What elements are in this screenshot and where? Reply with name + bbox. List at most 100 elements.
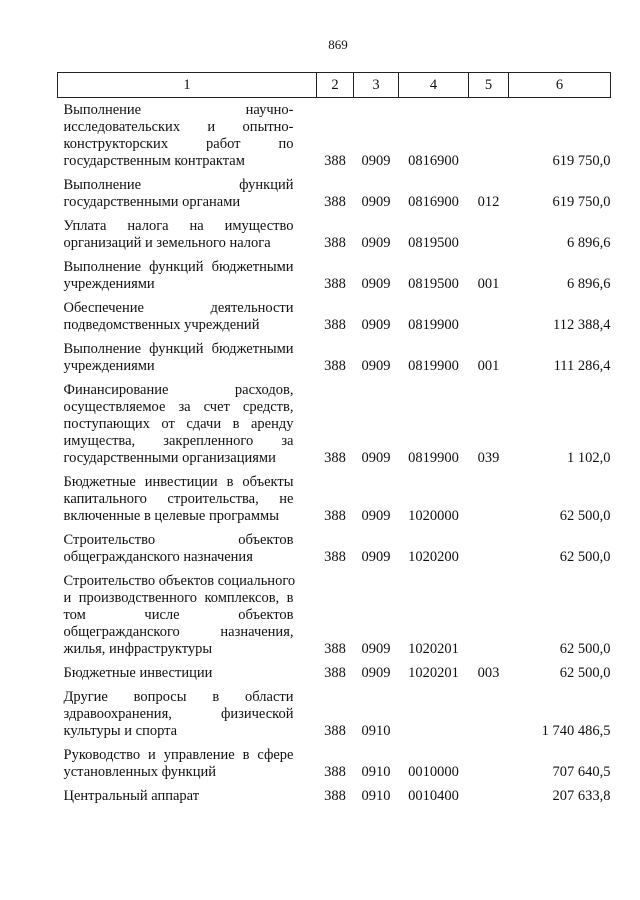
cell-c5 [469, 566, 509, 658]
cell-c2: 388 [324, 723, 346, 739]
description-line: Выполнение функций бюджетными [63, 341, 294, 357]
row-description: Выполнение функций бюджетными учреждениям… [58, 252, 317, 293]
cell-c4: 0819500 [408, 235, 459, 251]
description-line: общегражданского назначения, [63, 624, 294, 640]
description-line: капитального строительства, не [63, 491, 294, 507]
description-line: государственными органами [63, 194, 241, 210]
cell-c6: 6 896,6 [567, 276, 611, 292]
description-line: Выполнение функций [63, 177, 294, 193]
description-line: подведомственных учреждений [63, 317, 260, 333]
cell-c5 [469, 682, 509, 740]
cell-c4: 0010400 [408, 788, 459, 804]
cell-c6: 62 500,0 [559, 641, 611, 657]
cell-c2: 388 [324, 235, 346, 251]
description-line: общегражданского назначения [63, 549, 253, 565]
cell-c3: 0910 [361, 764, 391, 780]
description-line: Руководство и управление в сфере [63, 747, 294, 763]
description-line: том числе объектов [63, 607, 294, 623]
cell-c5 [469, 525, 509, 566]
cell-c6: 112 388,4 [553, 317, 611, 333]
row-description: Другие вопросы в области здравоохранения,… [58, 682, 317, 740]
row-description: Центральный аппарат [58, 781, 317, 805]
cell-c6: 207 633,8 [552, 788, 611, 804]
cell-c6: 6 896,6 [567, 235, 611, 251]
table-row: Строительство объектов общегражданского н… [58, 525, 611, 566]
page-number: 869 [328, 37, 348, 52]
cell-c4: 0819900 [408, 358, 459, 374]
table-row: Выполнение научно-исследовательских и оп… [58, 98, 611, 171]
cell-c2: 388 [324, 317, 346, 333]
row-description: Финансирование расходов, осуществляемое з… [58, 375, 317, 467]
cell-c3: 0909 [361, 358, 391, 374]
description-line: и производственного комплексов, в [63, 590, 294, 606]
cell-c6: 619 750,0 [552, 194, 611, 210]
description-line: Финансирование расходов, [63, 382, 294, 398]
description-line: Другие вопросы в области [63, 689, 294, 705]
cell-c3: 0909 [361, 549, 391, 565]
description-line: Обеспечение деятельности [63, 300, 294, 316]
table-row: Уплата налога на имущество организаций и … [58, 211, 611, 252]
cell-c4 [399, 682, 469, 740]
table-row: Выполнение функций бюджетными учреждениям… [58, 334, 611, 375]
cell-c2: 388 [324, 276, 346, 292]
row-description: Бюджетные инвестиции в объекты капитально… [58, 467, 317, 525]
table-row: Бюджетные инвестиции 388 0909 1020201 003 62 … [58, 658, 611, 682]
description-line: учреждениями [63, 358, 155, 374]
description-line: Бюджетные инвестиции [63, 665, 213, 681]
cell-c6: 111 286,4 [553, 358, 611, 374]
table-row: Другие вопросы в области здравоохранения,… [58, 682, 611, 740]
description-line: культуры и спорта [63, 723, 178, 739]
row-description: Выполнение научно-исследовательских и оп… [58, 98, 317, 171]
cell-c4: 0816900 [408, 194, 459, 210]
cell-c4: 1020200 [408, 549, 459, 565]
description-line: имущества, закрепленного за [63, 433, 294, 449]
cell-c3: 0909 [361, 641, 391, 657]
description-line: здравоохранения, физической [63, 706, 294, 722]
table-header-row: 1 2 3 4 5 6 [57, 72, 611, 98]
description-line: исследовательских и опытно- [63, 119, 294, 135]
description-line: учреждениями [63, 276, 155, 292]
cell-c5 [469, 467, 509, 525]
cell-c2: 388 [324, 764, 346, 780]
cell-c3: 0909 [361, 665, 391, 681]
column-header: 3 [353, 72, 399, 98]
description-line: Строительство объектов [63, 532, 294, 548]
row-description: Бюджетные инвестиции [58, 658, 317, 682]
table-row: Финансирование расходов, осуществляемое з… [58, 375, 611, 467]
cell-c4: 1020201 [408, 641, 459, 657]
row-description: Руководство и управление в сфере установл… [58, 740, 317, 781]
cell-c2: 388 [324, 358, 346, 374]
cell-c6: 62 500,0 [559, 508, 611, 524]
cell-c3: 0909 [361, 235, 391, 251]
cell-c3: 0909 [361, 194, 391, 210]
row-description: Выполнение функций бюджетными учреждениям… [58, 334, 317, 375]
description-line: государственным контрактам [63, 153, 245, 169]
cell-c4: 0010000 [408, 764, 459, 780]
cell-c6: 62 500,0 [559, 665, 611, 681]
cell-c2: 388 [324, 665, 346, 681]
cell-c5 [469, 98, 509, 171]
cell-c3: 0910 [361, 788, 391, 804]
cell-c4: 0819500 [408, 276, 459, 292]
cell-c4: 0819900 [408, 317, 459, 333]
cell-c2: 388 [324, 508, 346, 524]
description-line: Центральный аппарат [63, 788, 200, 804]
description-line: Уплата налога на имущество [63, 218, 294, 234]
cell-c5 [469, 781, 509, 805]
description-line: Выполнение научно- [63, 102, 294, 118]
cell-c2: 388 [324, 194, 346, 210]
column-header: 1 [57, 72, 317, 98]
description-line: осуществляемое за счет средств, [63, 399, 294, 415]
cell-c5: 001 [477, 276, 500, 292]
cell-c5 [469, 211, 509, 252]
cell-c2: 388 [324, 450, 346, 466]
cell-c6: 1 102,0 [567, 450, 611, 466]
cell-c3: 0909 [361, 317, 391, 333]
cell-c5: 001 [477, 358, 500, 374]
cell-c5 [469, 740, 509, 781]
row-description: Выполнение функций государственными орган… [58, 170, 317, 211]
column-header: 2 [316, 72, 354, 98]
description-line: конструкторских работ по [63, 136, 294, 152]
cell-c3: 0909 [361, 276, 391, 292]
cell-c4: 1020000 [408, 508, 459, 524]
